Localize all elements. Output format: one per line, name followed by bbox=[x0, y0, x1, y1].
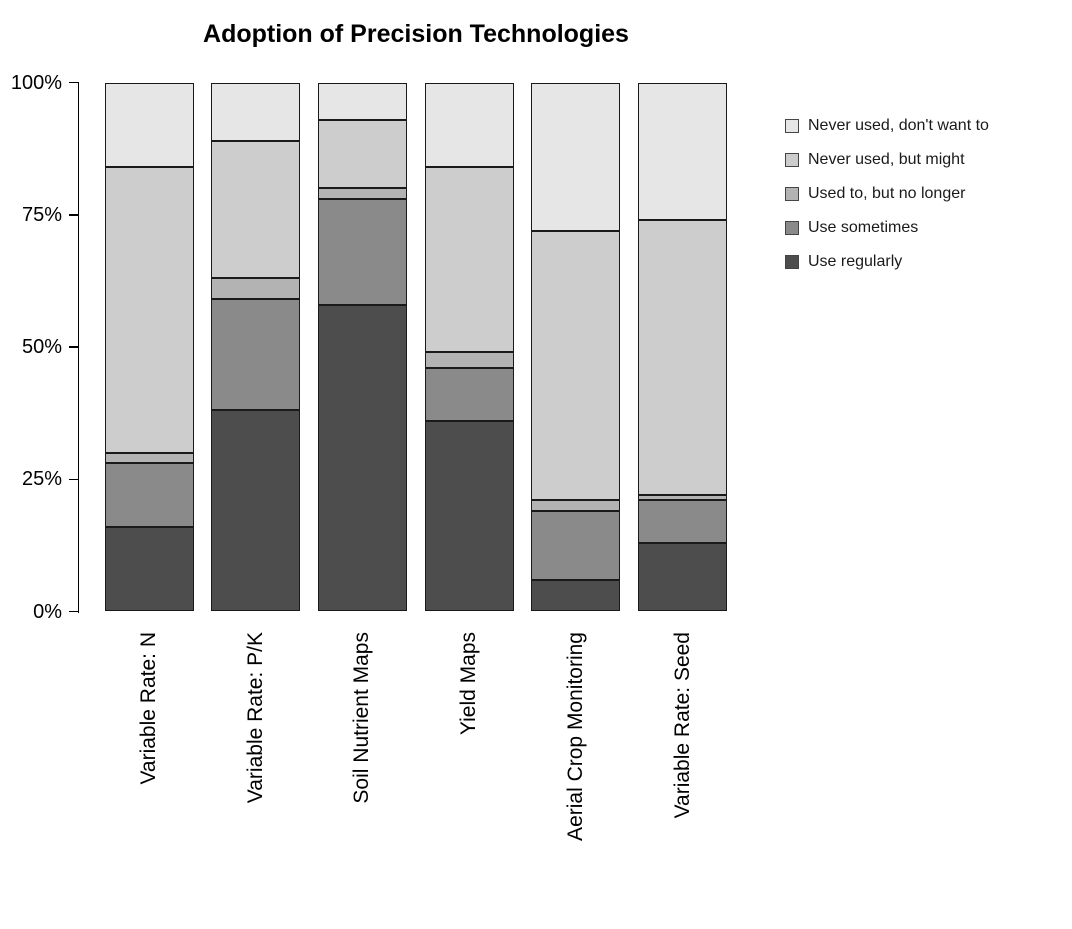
bar-segment bbox=[104, 82, 194, 168]
legend-swatch bbox=[785, 255, 799, 269]
bar-segment bbox=[317, 119, 407, 189]
bar-segment bbox=[317, 188, 407, 199]
y-axis-tick bbox=[68, 346, 79, 348]
legend-label: Use sometimes bbox=[808, 219, 919, 236]
legend-label: Never used, don't want to bbox=[808, 117, 989, 134]
bar-segment bbox=[638, 82, 727, 221]
legend-swatch bbox=[785, 153, 799, 167]
y-axis-tick bbox=[68, 610, 79, 613]
bar-segment bbox=[211, 278, 301, 300]
y-axis-line bbox=[77, 82, 80, 613]
bar-segment bbox=[317, 304, 407, 612]
x-axis-label: Aerial Crop Monitoring bbox=[563, 632, 587, 841]
bar-segment bbox=[638, 500, 727, 543]
x-axis-label: Soil Nutrient Maps bbox=[350, 632, 374, 804]
bar-segment bbox=[104, 167, 194, 453]
bar-segment bbox=[424, 368, 514, 422]
bar-segment bbox=[424, 352, 514, 369]
bar-segment bbox=[531, 579, 621, 612]
x-axis-label: Variable Rate: N bbox=[137, 632, 160, 785]
legend: Never used, don't want to Never used, but… bbox=[785, 118, 989, 270]
legend-swatch bbox=[785, 119, 799, 133]
y-axis-tick bbox=[68, 81, 79, 84]
bar-segment bbox=[424, 421, 514, 612]
x-axis-label: Variable Rate: Seed bbox=[670, 632, 694, 819]
bar-segment bbox=[531, 82, 621, 231]
x-axis-label: Yield Maps bbox=[457, 632, 481, 736]
x-axis-label: Variable Rate: P/K bbox=[243, 632, 267, 804]
legend-item: Never used, don't want to bbox=[785, 118, 989, 134]
bar-segment bbox=[211, 82, 301, 141]
legend-label: Use regularly bbox=[808, 253, 903, 270]
legend-item: Use sometimes bbox=[785, 220, 989, 236]
y-axis-tick bbox=[68, 478, 79, 480]
y-axis-tick-label: 50% bbox=[21, 336, 62, 358]
y-axis-tick-label: 100% bbox=[10, 71, 62, 94]
bar-segment bbox=[424, 167, 514, 353]
bar-segment bbox=[638, 220, 727, 496]
y-axis-tick-label: 25% bbox=[21, 468, 62, 491]
legend-swatch bbox=[785, 221, 799, 235]
y-axis-tick bbox=[68, 214, 79, 216]
legend-item: Never used, but might bbox=[785, 152, 989, 168]
y-axis-tick-label: 75% bbox=[21, 203, 62, 226]
y-axis-tick-label: 0% bbox=[33, 600, 62, 623]
bar-segment bbox=[638, 495, 727, 501]
bar-segment bbox=[104, 526, 194, 612]
bar-segment bbox=[531, 510, 621, 580]
bar-segment bbox=[211, 299, 301, 411]
chart-title: Adoption of Precision Technologies bbox=[203, 20, 629, 48]
bar-segment bbox=[211, 140, 301, 279]
legend-label: Used to, but no longer bbox=[808, 185, 966, 202]
bar-segment bbox=[531, 500, 621, 511]
bar-segment bbox=[317, 198, 407, 305]
bar-segment bbox=[638, 542, 727, 612]
bar-segment bbox=[317, 82, 407, 120]
bar-segment bbox=[211, 410, 301, 612]
legend-label: Never used, but might bbox=[808, 151, 965, 168]
bar-segment bbox=[424, 82, 514, 168]
bar-segment bbox=[104, 463, 194, 527]
legend-item: Used to, but no longer bbox=[785, 186, 989, 202]
bar-segment bbox=[104, 452, 194, 464]
bar-segment bbox=[531, 230, 621, 501]
legend-item: Use regularly bbox=[785, 254, 989, 270]
legend-swatch bbox=[785, 187, 799, 201]
